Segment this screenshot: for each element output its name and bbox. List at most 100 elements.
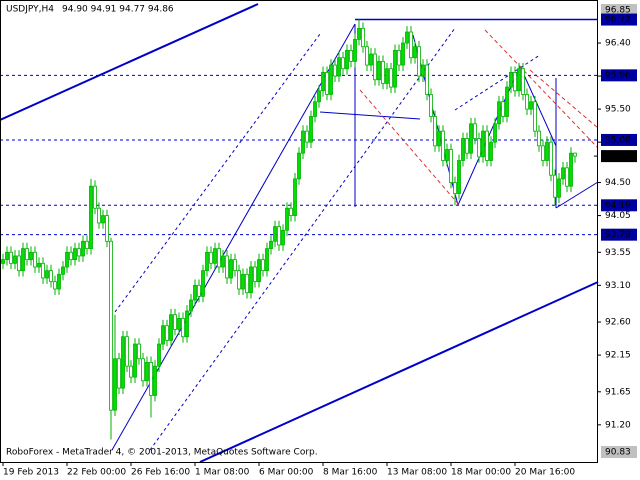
candle-body xyxy=(513,72,517,92)
range-label: 96.85 xyxy=(605,6,631,16)
chart-title: USDJPY,H4 xyxy=(6,5,54,15)
candle-body xyxy=(105,215,109,242)
last-price-label: 94.86 xyxy=(605,152,631,162)
candle-body xyxy=(349,49,353,62)
candle-body xyxy=(73,248,77,261)
y-tick-label: 92.60 xyxy=(605,318,631,328)
candle-body xyxy=(249,266,253,294)
candle-body xyxy=(325,72,329,95)
candle-body xyxy=(33,251,37,268)
candle-body xyxy=(461,138,465,161)
candle-body xyxy=(393,49,397,88)
x-tick-label: 26 Feb 16:00 xyxy=(131,468,190,478)
candle-body xyxy=(269,240,273,250)
level-label-box xyxy=(601,133,637,146)
candle-body xyxy=(169,314,173,341)
candle-body xyxy=(449,149,453,183)
candle-body xyxy=(137,343,141,360)
y-tick-label: 93.55 xyxy=(605,248,631,258)
plot-frame xyxy=(0,0,598,463)
candle-body xyxy=(569,152,573,187)
candle-body xyxy=(273,226,277,242)
candle-body xyxy=(213,248,217,264)
candle-body xyxy=(437,130,441,147)
candle-body xyxy=(197,284,201,297)
candle-body xyxy=(421,64,425,77)
candle-body xyxy=(81,240,85,257)
level-label-box xyxy=(601,228,637,241)
candle-body xyxy=(237,270,241,290)
candle-body xyxy=(141,358,145,382)
candle-body xyxy=(253,266,257,283)
candle-body xyxy=(109,240,113,411)
candle-body xyxy=(557,178,561,198)
candle-body xyxy=(397,49,401,66)
candle-body xyxy=(217,248,221,268)
candle-body xyxy=(45,270,49,279)
candle-body xyxy=(65,251,69,268)
y-tick-label: 91.20 xyxy=(605,420,631,430)
candle-body xyxy=(221,255,225,268)
y-tick-label: 91.65 xyxy=(605,387,631,397)
candle-body xyxy=(305,130,309,143)
candle-body xyxy=(225,255,229,279)
candle-body xyxy=(345,49,349,70)
candle-body xyxy=(353,38,357,62)
candle-body xyxy=(357,27,361,40)
candle-body xyxy=(9,251,13,264)
candle-body xyxy=(21,248,25,272)
level-label: 93.79 xyxy=(605,230,631,240)
candle-body xyxy=(505,86,509,117)
candle-body xyxy=(317,90,321,103)
candle-body xyxy=(13,255,17,264)
pattern-line xyxy=(319,111,421,120)
candle-body xyxy=(465,138,469,154)
candle-body xyxy=(57,273,61,290)
trend-line xyxy=(0,3,259,121)
candle-body xyxy=(389,68,393,88)
candle-body xyxy=(297,152,301,180)
candle-body xyxy=(545,141,549,161)
candle-body xyxy=(25,248,29,261)
candle-body xyxy=(289,207,293,216)
y-tick-label: 93.10 xyxy=(605,281,631,291)
candle-body xyxy=(257,259,261,283)
footer: RoboForex - MetaTrader 4, © 2001-2013, M… xyxy=(6,448,318,458)
candle-body xyxy=(321,72,325,92)
red-line xyxy=(484,29,599,149)
candle-body xyxy=(189,299,193,312)
candle-body xyxy=(401,42,405,66)
candle-body xyxy=(229,259,233,279)
candle-body xyxy=(101,215,105,224)
last-price-box xyxy=(601,150,637,163)
candle-body xyxy=(413,46,417,59)
candle-body xyxy=(265,248,269,272)
x-tick-label: 18 Mar 00:00 xyxy=(451,468,511,478)
candle-body xyxy=(409,31,413,59)
candle-body xyxy=(341,57,345,70)
candle-body xyxy=(17,255,21,272)
x-tick-label: 6 Mar 00:00 xyxy=(259,468,314,478)
candle-body xyxy=(433,116,437,147)
candle-body xyxy=(293,178,297,216)
y-tick-label: 94.05 xyxy=(605,211,631,221)
candle-body xyxy=(97,207,101,224)
candle-body xyxy=(121,336,125,389)
candle-body xyxy=(565,167,569,187)
candle-body xyxy=(469,123,473,154)
candle-body xyxy=(365,46,369,66)
candle-body xyxy=(489,141,493,161)
pattern-line xyxy=(457,65,521,206)
candle-body xyxy=(233,259,237,272)
candle-body xyxy=(37,262,41,268)
candle-body xyxy=(193,284,197,301)
candle-body xyxy=(1,259,5,264)
level-label-box xyxy=(601,13,637,26)
candle-body xyxy=(537,130,541,147)
channel-line xyxy=(454,54,541,111)
candle-body xyxy=(425,64,429,95)
candle-body xyxy=(529,101,533,110)
channel-line xyxy=(149,27,456,451)
candle-body xyxy=(373,53,377,81)
